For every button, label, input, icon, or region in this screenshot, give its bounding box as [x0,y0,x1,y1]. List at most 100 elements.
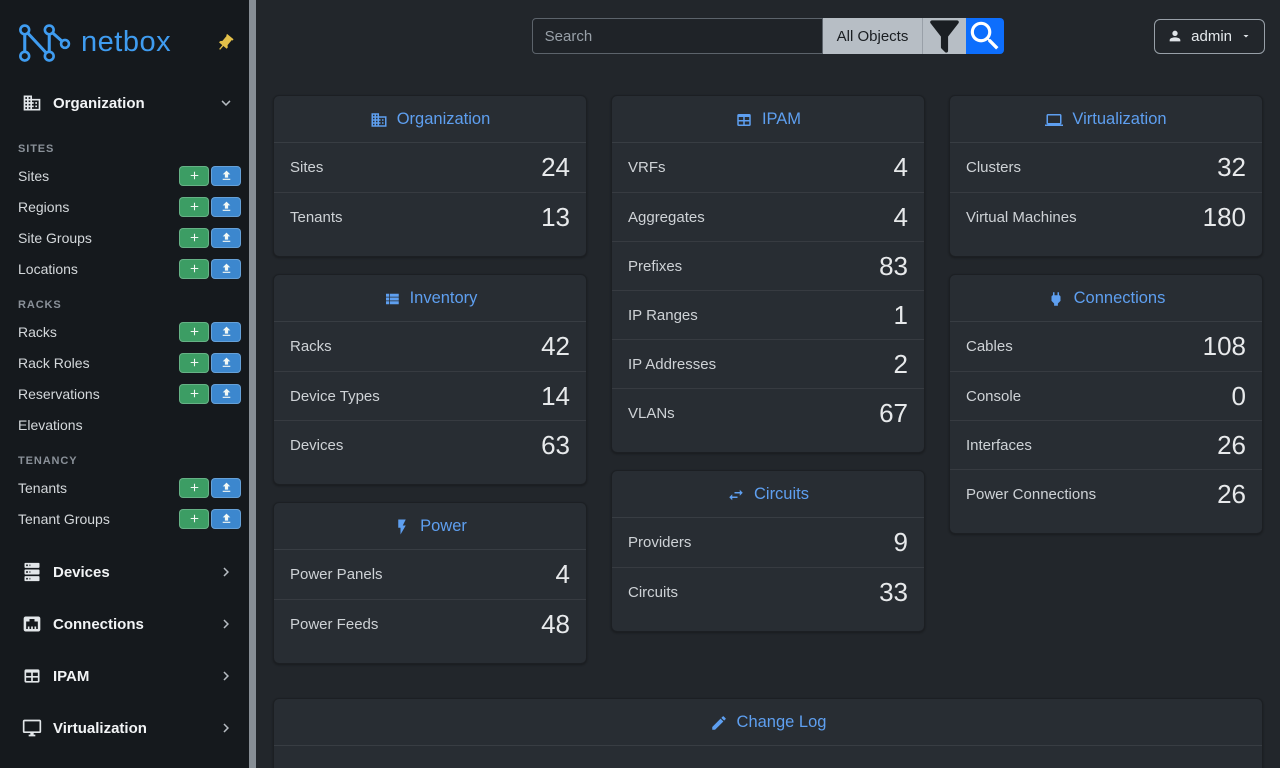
sidebar-item-reservations[interactable]: Reservations [0,378,249,409]
sidebar-item-tenants[interactable]: Tenants [0,472,249,503]
list-icon [385,293,399,304]
card-body [274,746,1262,761]
reservations-add-button[interactable] [179,383,209,404]
racks-add-button[interactable] [179,321,209,342]
site-groups-import-button[interactable] [211,227,241,248]
stat-row-vlans[interactable]: VLANs 67 [612,388,924,437]
plus-icon [190,483,198,492]
stat-row-providers[interactable]: Providers 9 [612,518,924,567]
stat-row-cables[interactable]: Cables 108 [950,322,1262,371]
stat-value: 0 [1231,380,1246,411]
stat-row-ip-ranges[interactable]: IP Ranges 1 [612,290,924,339]
stat-row-racks[interactable]: Racks 42 [274,322,586,371]
object-type-button[interactable]: All Objects [822,18,923,54]
card-inventory: Inventory Racks 42 Device Types 14 Devices 63 [273,274,587,485]
stat-row-virtual-machines[interactable]: Virtual Machines 180 [950,192,1262,241]
tenants-add-button[interactable] [179,477,209,498]
sidebar-item-label: Elevations [18,416,83,433]
upload-icon [222,170,230,180]
stat-row-aggregates[interactable]: Aggregates 4 [612,192,924,241]
sidebar-item-sites[interactable]: Sites [0,160,249,191]
search-button[interactable] [966,18,1005,54]
regions-import-button[interactable] [211,196,241,217]
stat-row-ip-addresses[interactable]: IP Addresses 2 [612,339,924,388]
locations-import-button[interactable] [211,258,241,279]
stat-value: 1 [893,299,908,330]
stat-value: 26 [1217,429,1246,460]
stat-label: VLANs [628,404,675,422]
regions-add-button[interactable] [179,196,209,217]
locations-add-button[interactable] [179,258,209,279]
sidebar-group-organization[interactable]: Organization [0,78,249,128]
stat-row-vrfs[interactable]: VRFs 4 [612,143,924,192]
tenant-groups-import-button[interactable] [211,508,241,529]
pin-sidebar-icon[interactable] [211,28,239,56]
topbar: All Objects admin [256,0,1280,72]
sidebar-item-locations[interactable]: Locations [0,253,249,284]
stat-row-clusters[interactable]: Clusters 32 [950,143,1262,192]
sidebar-scrollbar[interactable] [249,0,256,768]
user-menu-button[interactable]: admin [1154,18,1266,54]
stat-label: Cables [966,338,1013,355]
stat-row-sites[interactable]: Sites 24 [274,143,586,192]
sidebar-item-rack-roles[interactable]: Rack Roles [0,347,249,378]
chevron-down-icon [221,100,231,106]
stat-row-power-connections[interactable]: Power Connections 26 [950,469,1262,518]
racks-import-button[interactable] [211,321,241,342]
card-title: Change Log [736,713,827,731]
scrollbar-thumb[interactable] [249,0,256,768]
netbox-logo[interactable]: netbox [16,21,171,65]
sidebar-item-racks[interactable]: Racks [0,316,249,347]
sidebar-group-label: Virtualization [53,719,147,737]
search-input[interactable] [531,18,823,54]
stat-row-power-feeds[interactable]: Power Feeds 48 [274,599,586,648]
stat-row-tenants[interactable]: Tenants 13 [274,192,586,241]
tenants-import-button[interactable] [211,477,241,498]
stat-row-circuits[interactable]: Circuits 33 [612,567,924,616]
stat-value: 108 [1202,331,1246,361]
rack-roles-import-button[interactable] [211,352,241,373]
sidebar-item-label: Racks [18,323,57,340]
stat-label: Sites [290,159,324,176]
caret-down-icon [1240,30,1252,42]
sidebar-item-regions[interactable]: Regions [0,191,249,222]
sites-import-button[interactable] [211,165,241,186]
chevron-right-icon [223,567,229,577]
card-ipam: IPAM VRFs 4 Aggregates 4 Prefixes 83 IP Ranges 1… [611,95,925,453]
card-connections: Connections Cables 108 Console 0 Interfaces 26… [949,274,1263,534]
plus-icon [190,233,198,242]
lightning-icon [398,519,406,534]
user-icon [1167,28,1183,44]
dashboard: Organization Sites 24 Tenants 13 Inventory Rac… [256,72,1280,664]
sidebar-item-label: Sites [18,167,50,184]
stat-row-prefixes[interactable]: Prefixes 83 [612,241,924,290]
sidebar-section-header-sites: SITES [18,143,55,155]
stat-label: Tenants [290,208,343,226]
sidebar-item-elevations[interactable]: Elevations [0,409,249,440]
sidebar: netbox Organization SITES Sites Regions Site… [0,0,256,768]
stat-label: Virtual Machines [966,208,1077,226]
stat-row-console[interactable]: Console 0 [950,371,1262,420]
stat-row-devices[interactable]: Devices 63 [274,420,586,469]
sidebar-group-virtualization[interactable]: Virtualization [0,702,249,754]
sidebar-group-connections[interactable]: Connections [0,598,249,650]
sidebar-item-site-groups[interactable]: Site Groups [0,222,249,253]
sidebar-item-tenant-groups[interactable]: Tenant Groups [0,503,249,534]
sidebar-group-devices[interactable]: Devices [0,546,249,598]
sidebar-group-ipam[interactable]: IPAM [0,650,249,702]
upload-icon [222,263,230,273]
rack-roles-add-button[interactable] [179,352,209,373]
card-virtualization: Virtualization Clusters 32 Virtual Machines… [949,95,1263,257]
tenant-groups-add-button[interactable] [179,508,209,529]
stat-value: 14 [541,380,570,411]
stat-row-power-panels[interactable]: Power Panels 4 [274,550,586,599]
stat-row-interfaces[interactable]: Interfaces 26 [950,420,1262,469]
sites-add-button[interactable] [179,165,209,186]
stat-row-device-types[interactable]: Device Types 14 [274,371,586,420]
stat-label: VRFs [628,159,666,176]
filter-button[interactable] [922,18,967,54]
reservations-import-button[interactable] [211,383,241,404]
plus-icon [190,264,198,273]
site-groups-add-button[interactable] [179,227,209,248]
